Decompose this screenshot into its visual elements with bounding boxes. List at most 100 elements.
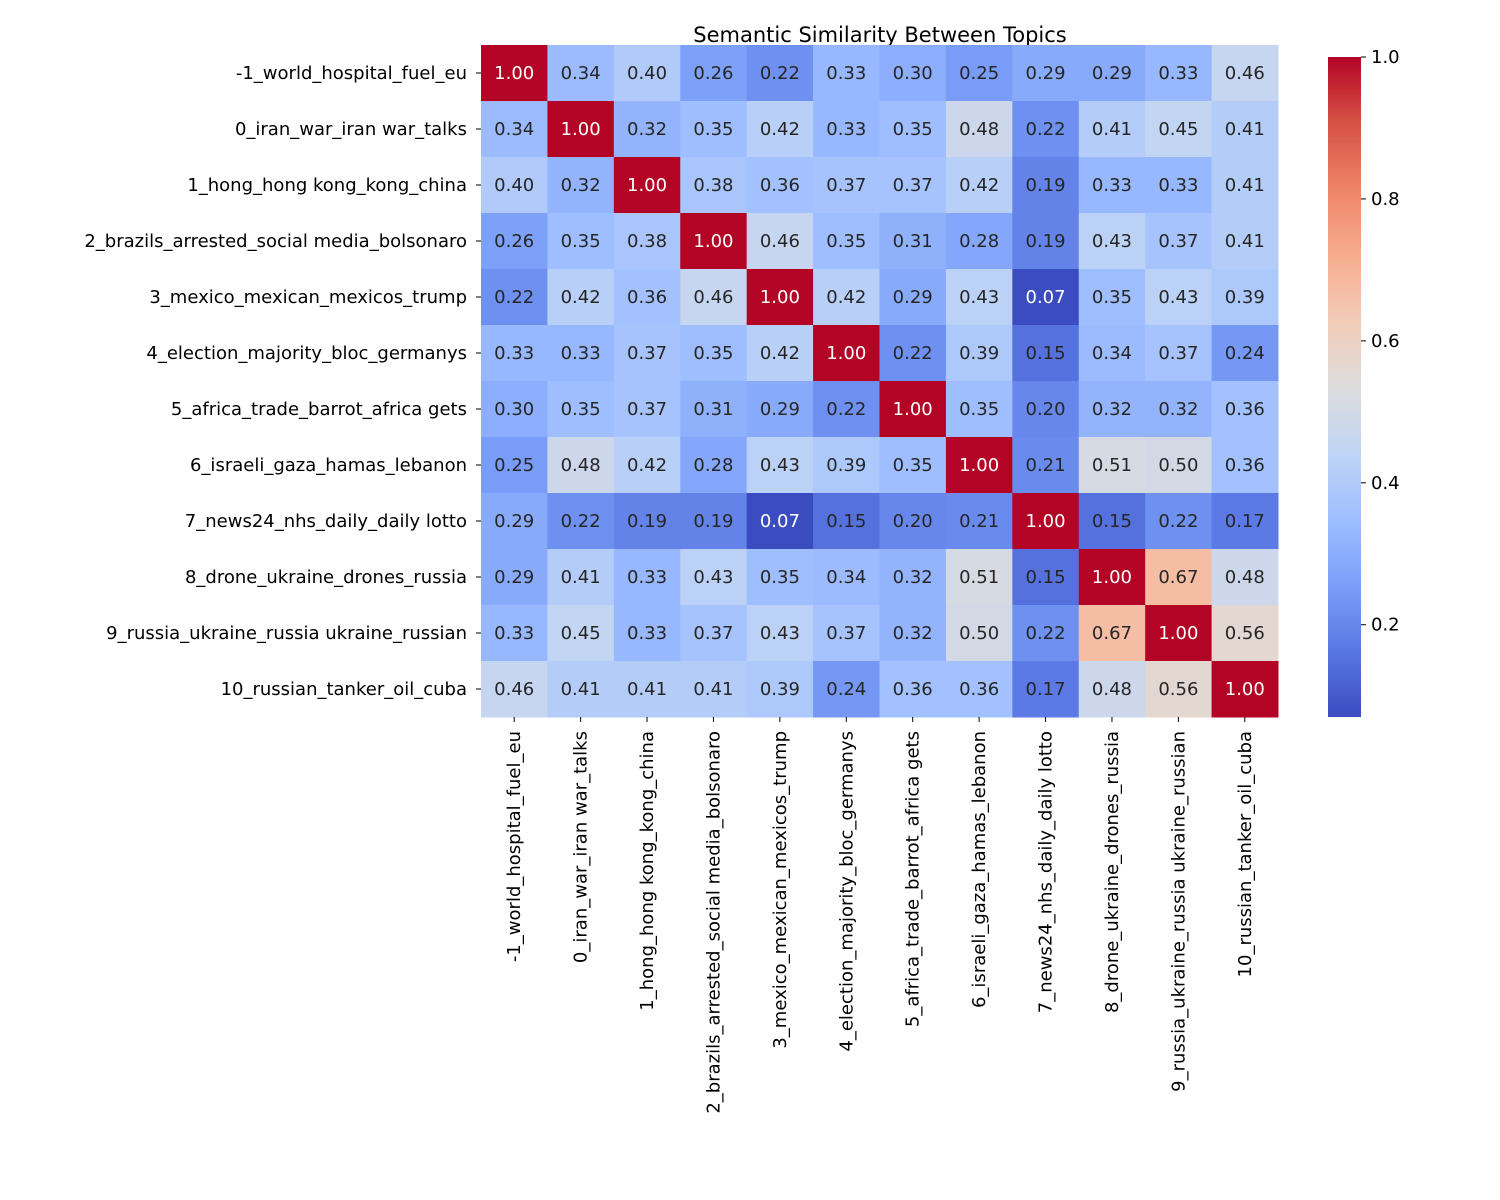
cell-value-label: 0.19 — [1026, 175, 1066, 196]
heatmap-cell — [1211, 325, 1279, 382]
cell-value-label: 0.40 — [627, 63, 667, 84]
heatmap-cell — [1012, 213, 1080, 270]
heatmap-cell — [746, 381, 814, 438]
cell-value-label: 0.42 — [959, 175, 999, 196]
heatmap-cell — [1012, 605, 1080, 662]
heatmap-cell — [547, 325, 615, 382]
heatmap-cell — [613, 101, 681, 158]
x-tick-label: 0_iran_war_iran war_talks — [571, 731, 592, 963]
cell-value-label: 0.17 — [1225, 511, 1265, 532]
heatmap-cell — [746, 437, 814, 494]
cell-value-label: 0.26 — [494, 231, 534, 252]
heatmap-cell — [746, 45, 814, 102]
heatmap-cell — [1078, 269, 1146, 326]
cell-value-label: 0.37 — [627, 343, 667, 364]
heatmap-cell — [945, 549, 1013, 606]
cell-value-label: 0.29 — [494, 511, 534, 532]
x-tick-label: 8_drone_ukraine_drones_russia — [1102, 731, 1123, 1013]
x-tick-label: 3_mexico_mexican_mexicos_trump — [770, 731, 791, 1049]
heatmap-cell — [813, 213, 880, 270]
y-tick-label: 3_mexico_mexican_mexicos_trump — [149, 287, 467, 308]
cell-value-label: 0.07 — [1026, 287, 1066, 308]
cell-value-label: 0.33 — [826, 63, 866, 84]
heatmap-cell — [1012, 493, 1080, 550]
heatmap-cell — [1012, 437, 1080, 494]
heatmap-cell — [1145, 437, 1213, 494]
heatmap-cell — [1012, 381, 1080, 438]
heatmap-cell — [1211, 157, 1279, 214]
chart-title: Semantic Similarity Between Topics — [693, 23, 1066, 47]
y-tick-label: 2_brazils_arrested_social media_bolsonar… — [84, 231, 467, 252]
x-tick-label: 6_israeli_gaza_hamas_lebanon — [969, 731, 990, 1008]
heatmap-cell — [547, 269, 615, 326]
cell-value-label: 0.50 — [1158, 455, 1198, 476]
cell-value-label: 0.39 — [826, 455, 866, 476]
heatmap-cell — [481, 269, 548, 326]
cell-value-label: 1.00 — [1225, 679, 1265, 700]
heatmap-cell — [547, 493, 615, 550]
heatmap-cell — [481, 381, 548, 438]
x-tick-label: 2_brazils_arrested_social media_bolsonar… — [703, 731, 724, 1114]
cell-value-label: 0.35 — [893, 119, 933, 140]
x-tick-labels: -1_world_hospital_fuel_eu 0_iran_war_iran… — [504, 717, 1256, 1114]
x-tick-label: 7_news24_nhs_daily_daily lotto — [1036, 731, 1057, 1013]
heatmap-cell — [945, 325, 1013, 382]
heatmap-cell — [746, 549, 814, 606]
heatmap-cell — [680, 45, 748, 102]
cell-value-label: 0.39 — [959, 343, 999, 364]
cell-value-label: 0.38 — [693, 175, 733, 196]
heatmap-cell — [1211, 549, 1279, 606]
heatmap-cell — [879, 661, 947, 718]
colorbar — [1328, 57, 1361, 717]
heatmap-cell — [746, 101, 814, 158]
cell-value-label: 0.32 — [893, 623, 933, 644]
heatmap-cell — [680, 213, 748, 270]
cell-value-label: 0.33 — [494, 343, 534, 364]
cell-value-label: 0.39 — [1225, 287, 1265, 308]
x-tick-label: 1_hong_hong kong_kong_china — [637, 731, 658, 1011]
heatmap-cell — [1145, 549, 1213, 606]
cell-value-label: 0.20 — [893, 511, 933, 532]
cell-value-label: 0.33 — [627, 567, 667, 588]
heatmap-cell — [879, 325, 947, 382]
cell-value-label: 0.42 — [760, 119, 800, 140]
cell-value-label: 0.19 — [1026, 231, 1066, 252]
cell-value-label: 0.35 — [561, 231, 601, 252]
cell-value-label: 0.31 — [893, 231, 933, 252]
heatmap-cell — [680, 549, 748, 606]
cell-value-label: 1.00 — [826, 343, 866, 364]
cell-value-label: 0.67 — [1092, 623, 1132, 644]
heatmap-cell — [547, 381, 615, 438]
cell-value-label: 0.35 — [826, 231, 866, 252]
cell-value-label: 0.32 — [893, 567, 933, 588]
cell-value-label: 0.42 — [826, 287, 866, 308]
cell-value-label: 0.33 — [561, 343, 601, 364]
cell-value-label: 0.35 — [1092, 287, 1132, 308]
heatmap-cell — [613, 269, 681, 326]
cell-value-label: 0.32 — [1092, 399, 1132, 420]
heatmap-cell — [1211, 437, 1279, 494]
cell-value-label: 0.33 — [1158, 63, 1198, 84]
heatmap-cell — [746, 661, 814, 718]
heatmap-cell — [945, 101, 1013, 158]
heatmap-cell — [813, 45, 880, 102]
y-tick-labels: -1_world_hospital_fuel_eu 0_iran_war_iran… — [84, 63, 481, 700]
cell-value-label: 0.36 — [1225, 455, 1265, 476]
heatmap-cell — [879, 549, 947, 606]
cell-value-label: 0.35 — [959, 399, 999, 420]
cell-value-label: 0.37 — [693, 623, 733, 644]
heatmap-cell — [746, 605, 814, 662]
cell-value-label: 0.48 — [1225, 567, 1265, 588]
heatmap-cell — [813, 325, 880, 382]
heatmap-cell — [945, 157, 1013, 214]
y-tick-label: 5_africa_trade_barrot_africa gets — [171, 399, 467, 420]
cell-value-label: 0.34 — [494, 119, 534, 140]
heatmap-cell — [1145, 157, 1213, 214]
cell-value-label: 0.37 — [1158, 231, 1198, 252]
heatmap-cell — [879, 269, 947, 326]
heatmap-cell — [680, 325, 748, 382]
cell-value-label: 0.20 — [1026, 399, 1066, 420]
heatmap-cell — [945, 45, 1013, 102]
heatmap-cell — [813, 605, 880, 662]
